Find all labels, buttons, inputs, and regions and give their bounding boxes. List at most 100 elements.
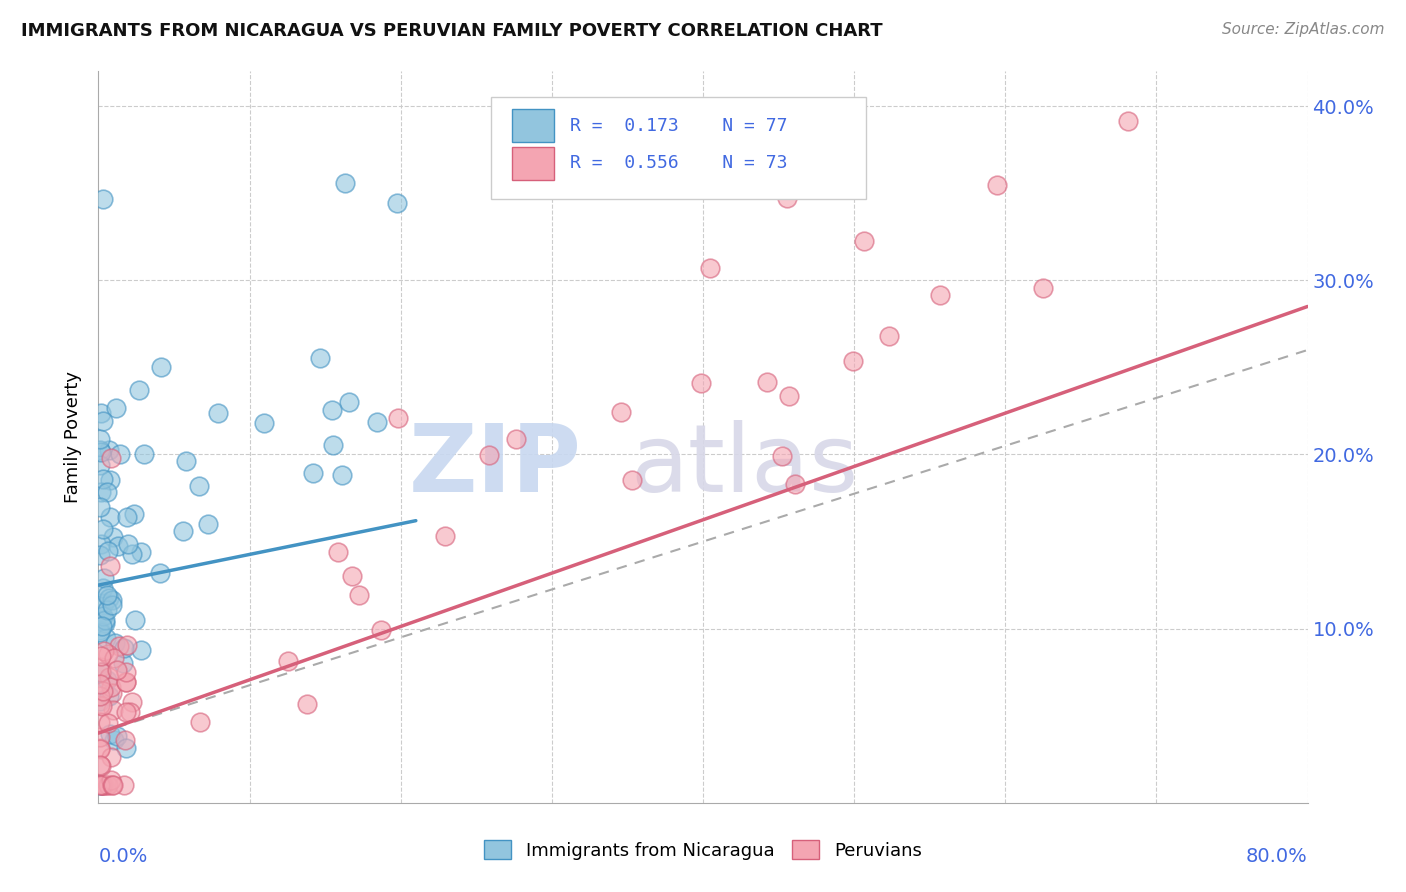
Point [90,660,112,674]
Point [112,778,135,792]
Text: 80.0%: 80.0% [1246,847,1308,866]
Point [121,547,143,561]
Point [188,715,211,730]
Legend: Immigrants from Nicaragua, Peruvians: Immigrants from Nicaragua, Peruvians [477,833,929,867]
Point [89,690,111,704]
Point [89,741,111,756]
Point [253,416,276,430]
Point [114,740,136,755]
Point [366,415,388,429]
Point [1031,281,1053,295]
Point [277,653,299,667]
Point [91,699,114,714]
Point [90,444,112,458]
Point [91,192,114,206]
Point [89,443,111,458]
Point [620,473,643,487]
Point [100,778,122,792]
Point [505,432,527,446]
Point [90,665,112,680]
Point [101,778,124,792]
Point [96,485,118,500]
Point [91,608,114,623]
Point [100,450,122,465]
Text: atlas: atlas [630,420,859,512]
Point [105,401,128,416]
Point [174,453,197,467]
Point [89,548,111,562]
Point [339,395,361,409]
Point [852,234,875,248]
Point [100,772,122,787]
Point [93,644,115,658]
Point [103,733,125,747]
Point [91,581,114,595]
Point [105,663,128,677]
Point [105,729,128,743]
Point [103,530,125,544]
Point [111,656,134,670]
Point [96,673,118,688]
Point [129,545,152,559]
Point [89,714,111,729]
Point [115,674,138,689]
Point [124,507,146,521]
Point [96,603,118,617]
Point [89,500,111,515]
Point [114,733,136,747]
Point [699,260,721,275]
Point [129,643,152,657]
Point [90,778,112,792]
Point [89,694,111,708]
Point [94,632,117,646]
Point [97,647,120,661]
Point [90,758,112,772]
Point [93,778,115,792]
Text: IMMIGRANTS FROM NICARAGUA VS PERUVIAN FAMILY POVERTY CORRELATION CHART: IMMIGRANTS FROM NICARAGUA VS PERUVIAN FA… [21,22,883,40]
Point [308,351,330,365]
Point [96,778,118,792]
Point [93,570,115,584]
FancyBboxPatch shape [512,110,554,143]
Point [93,683,115,698]
Point [115,638,138,652]
Point [107,539,129,553]
Point [330,468,353,483]
Text: 0.0%: 0.0% [98,847,148,866]
Point [322,437,344,451]
Point [197,517,219,532]
Point [115,665,138,680]
Point [187,478,209,492]
Point [90,406,112,420]
Point [112,640,135,655]
Point [108,639,131,653]
Point [321,403,343,417]
Point [101,685,124,699]
Point [98,591,121,606]
Point [172,524,194,539]
Point [121,695,143,709]
Point [98,442,121,457]
Point [89,677,111,691]
FancyBboxPatch shape [492,97,866,200]
Point [842,354,865,368]
Point [387,410,409,425]
Point [877,328,900,343]
Point [433,529,456,543]
Point [756,375,779,389]
Point [610,405,633,419]
Point [98,473,121,487]
Point [89,624,111,639]
Point [89,778,111,792]
Point [89,740,111,755]
Point [335,177,357,191]
Point [96,778,118,792]
Point [1116,114,1139,128]
Point [124,613,146,627]
Point [93,778,115,792]
Point [101,593,124,607]
Point [94,613,117,627]
Point [100,598,122,612]
Point [98,727,121,741]
Point [370,623,392,637]
